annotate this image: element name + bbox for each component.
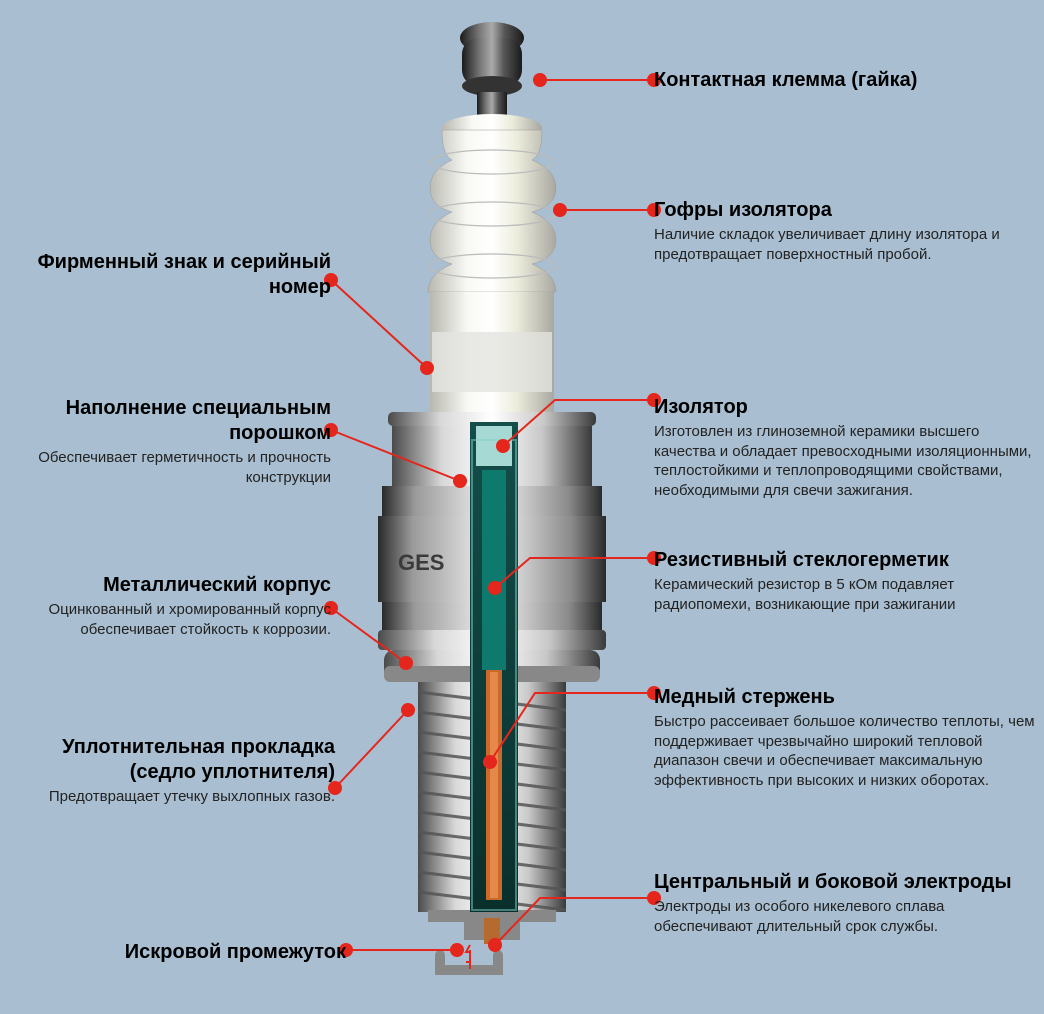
label-desc: Электроды из особого никелевого сплава о…: [654, 897, 1042, 936]
label-desc: Оцинкованный и хромированный корпус обес…: [16, 600, 331, 639]
label-title: Контактная клемма (гайка): [654, 68, 1044, 93]
label-ribs: Гофры изолятораНаличие складок увеличива…: [654, 198, 1034, 264]
label-gasket: Уплотнительная прокладка (седло уплотнит…: [16, 735, 335, 807]
svg-text:GES: GES: [398, 550, 444, 575]
label-desc: Изготовлен из глиноземной керамики высше…: [654, 422, 1042, 500]
label-title: Искровой промежуток: [16, 940, 346, 965]
label-title: Изолятор: [654, 395, 1042, 420]
label-title: Металлический корпус: [16, 573, 331, 598]
label-desc: Наличие складок увеличивает длину изолят…: [654, 225, 1034, 264]
label-title: Медный стержень: [654, 685, 1042, 710]
label-terminal-nut: Контактная клемма (гайка): [654, 68, 1044, 93]
label-title: Наполнение специальным порошком: [16, 396, 331, 446]
label-desc: Быстро рассеивает большое количество теп…: [654, 712, 1042, 790]
label-desc: Обеспечивает герметичность и прочность к…: [16, 448, 331, 487]
label-title: Центральный и боковой электроды: [654, 870, 1042, 895]
label-brand-serial: Фирменный знак и серийный номер: [16, 250, 331, 300]
label-metal-shell: Металлический корпусОцинкованный и хроми…: [16, 573, 331, 639]
label-spark-gap: Искровой промежуток: [16, 940, 346, 965]
label-title: Резистивный стеклогерметик: [654, 548, 1042, 573]
label-title: Фирменный знак и серийный номер: [16, 250, 331, 300]
label-electrodes: Центральный и боковой электродыЭлектроды…: [654, 870, 1042, 936]
label-title: Уплотнительная прокладка (седло уплотнит…: [16, 735, 335, 785]
diagram-container: GES: [0, 0, 1044, 1014]
label-insulator: ИзоляторИзготовлен из глиноземной керами…: [654, 395, 1042, 500]
label-copper-core: Медный стерженьБыстро рассеивает большое…: [654, 685, 1042, 790]
label-title: Гофры изолятора: [654, 198, 1034, 223]
spark-plug-illustration: GES: [370, 10, 615, 995]
label-desc: Керамический резистор в 5 кОм подавляет …: [654, 575, 1042, 614]
label-powder-fill: Наполнение специальным порошкомОбеспечив…: [16, 396, 331, 487]
label-resistive-sealant: Резистивный стеклогерметикКерамический р…: [654, 548, 1042, 614]
label-desc: Предотвращает утечку выхлопных газов.: [16, 787, 335, 807]
